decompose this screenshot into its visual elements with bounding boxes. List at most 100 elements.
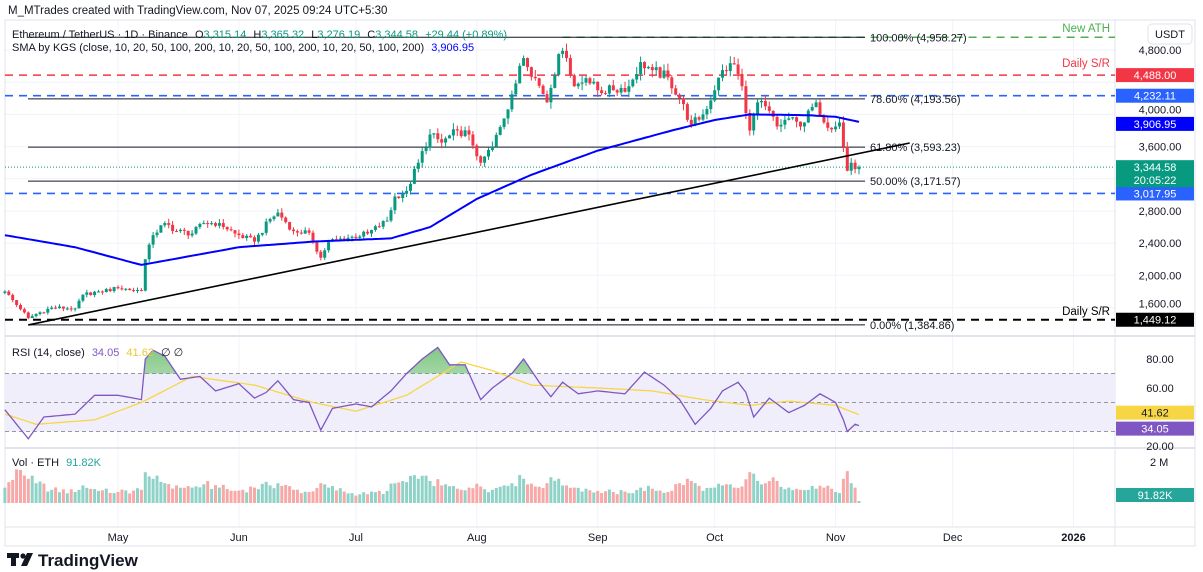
volume-bar — [565, 485, 568, 503]
volume-bar — [311, 491, 315, 503]
candle-body — [81, 294, 85, 301]
candle-body — [701, 114, 705, 120]
volume-bar — [783, 489, 787, 503]
legend-symbol[interactable]: Ethereum / TetherUS · 1D · Binance — [12, 29, 188, 41]
candle-body — [327, 241, 331, 251]
candle-body — [623, 87, 627, 92]
candle-body — [479, 156, 483, 163]
candle-body — [292, 229, 295, 232]
candle-body — [853, 162, 857, 170]
candle-body — [440, 139, 444, 143]
volume-bar — [826, 485, 830, 503]
volume-bar — [763, 483, 767, 503]
volume-bar — [132, 490, 136, 503]
candle-body — [132, 290, 136, 292]
volume-bar — [448, 486, 451, 503]
candle-body — [588, 78, 592, 84]
candle-body — [241, 235, 245, 239]
candle-body — [159, 225, 163, 233]
candle-body — [444, 138, 448, 143]
candle-body — [22, 309, 26, 313]
candle-body — [549, 87, 553, 103]
price-label-bg — [1116, 312, 1194, 327]
volume-bar — [510, 483, 514, 503]
candle-body — [783, 119, 787, 125]
volume-bar — [3, 487, 7, 503]
volume-bar — [643, 490, 646, 503]
candle-body — [409, 183, 412, 191]
candle-body — [713, 90, 717, 101]
volume-bar — [61, 489, 65, 503]
candle-body — [791, 117, 795, 119]
volume-bar — [54, 487, 58, 503]
volume-bar — [155, 475, 159, 503]
price-tick: 3,600.00 — [1139, 142, 1182, 154]
time-axis[interactable]: May Jun Jul Aug Sep Oct Nov Dec 2026 — [108, 532, 1086, 544]
price-label: 1,449.12 — [1134, 315, 1177, 327]
volume-bar — [397, 482, 401, 503]
volume-bar — [128, 493, 132, 503]
candle-body — [136, 289, 139, 291]
volume-bar — [42, 483, 46, 503]
candle-body — [280, 212, 284, 218]
new-ath-label: New ATH — [1062, 23, 1110, 35]
volume-bar — [245, 492, 249, 503]
candle-body — [658, 67, 662, 78]
volume-bar — [198, 487, 202, 503]
volume-bar — [682, 485, 685, 503]
candle-body — [214, 223, 217, 226]
volume-bar — [116, 492, 120, 503]
candle-body — [77, 300, 81, 309]
candle-body — [225, 226, 229, 230]
candle-body — [526, 58, 529, 68]
fib-label: 61.80% (3,593.23) — [870, 142, 961, 154]
volume-bar — [518, 475, 522, 503]
candle-body — [830, 127, 834, 130]
candle-body — [799, 121, 802, 127]
volume-bar — [210, 489, 214, 503]
price-tick: 2,000.00 — [1139, 270, 1182, 282]
volume-bar — [249, 486, 253, 503]
tradingview-logo[interactable]: TradingView — [7, 551, 139, 570]
candle-body — [124, 288, 128, 290]
volume-bar — [541, 488, 545, 503]
candle-body — [397, 196, 401, 198]
time-tick: 2026 — [1061, 532, 1085, 544]
candle-body — [666, 70, 670, 78]
legend-sma[interactable]: SMA by KGS (close, 10, 20, 50, 100, 200,… — [12, 42, 474, 54]
volume-bar — [654, 490, 658, 503]
volume-bar — [46, 491, 50, 503]
volume-bar — [588, 490, 592, 503]
volume-bar — [799, 489, 802, 503]
candle-body — [650, 67, 654, 71]
candle-body — [412, 168, 416, 184]
price-label-bg — [1116, 186, 1194, 201]
candle-body — [377, 226, 381, 228]
volume-bar — [256, 489, 260, 503]
price-tick: 4,000.00 — [1139, 104, 1182, 116]
grid — [5, 20, 1115, 527]
price-tick: 2,400.00 — [1139, 238, 1182, 250]
candle-body — [584, 78, 588, 83]
volume-bar — [389, 483, 393, 503]
volume-bar — [97, 490, 100, 503]
last-price-label-bg — [1116, 160, 1194, 188]
candle-body — [572, 75, 576, 87]
volume-bar — [810, 485, 814, 503]
volume-bar — [38, 481, 42, 503]
candle-body — [436, 133, 440, 140]
price-label-bg — [1116, 88, 1194, 103]
price-axis[interactable]: 4,800.00 4,000.00 3,600.00 2,800.00 2,400.00… — [1116, 45, 1194, 502]
candle-body — [284, 217, 288, 223]
fib-label: 0.00% (1,384.86) — [870, 320, 954, 332]
volume-bar — [206, 481, 210, 503]
volume-bar — [393, 483, 397, 503]
currency-button[interactable]: USDT — [1147, 23, 1193, 45]
candle-body — [487, 149, 490, 157]
volume-bar — [69, 489, 73, 503]
volume-bar — [58, 492, 61, 503]
rsi-value-label: 34.05 — [1141, 424, 1169, 436]
time-tick: Sep — [588, 532, 608, 544]
candle-body — [709, 100, 713, 110]
